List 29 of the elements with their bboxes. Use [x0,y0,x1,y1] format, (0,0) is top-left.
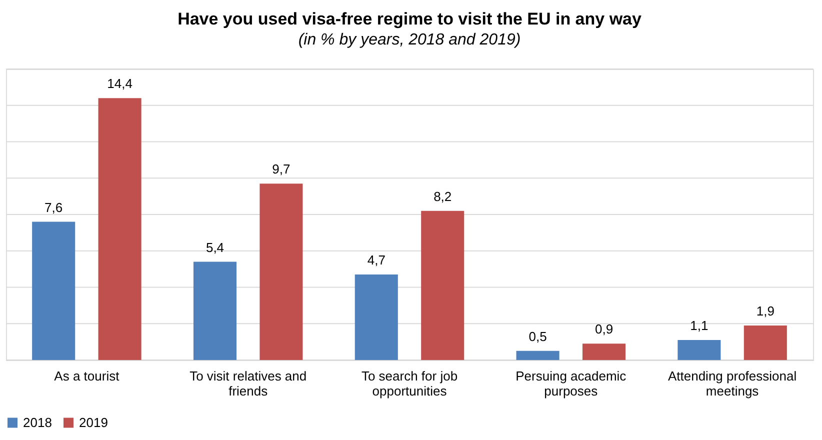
data-label: 14,4 [107,76,132,92]
data-label: 0,5 [528,328,547,344]
bar [354,274,398,360]
chart-title: Have you used visa-free regime to visit the EU in any way [178,10,642,28]
legend-label: 2018 [23,414,52,430]
data-label: 1,1 [690,318,708,333]
chart-subtitle: (in % by years, 2018 and 2019) [298,32,521,48]
x-tick-label: As a tourist [54,368,120,384]
x-tick-label: Persuing academic purposes [516,368,627,398]
data-label: 5,4 [206,240,224,255]
data-label: 7,6 [44,200,63,215]
legend-label: 2019 [79,414,108,430]
bar [193,262,237,360]
bar [32,222,76,360]
data-label: 4,7 [367,252,386,268]
bar [421,210,464,360]
bar [260,184,303,360]
bar [582,344,626,360]
data-label: 8,2 [434,188,452,204]
bar [516,350,560,360]
data-label: 1,9 [756,303,774,318]
data-label: 0,9 [594,322,614,337]
x-tick-label: Attending professional meetings [668,368,797,398]
bar [678,340,721,360]
x-tick-label: To search for job opportunities [361,368,458,398]
bar [98,98,142,360]
x-tick-label: To visit relatives and friends [190,368,307,398]
data-label: 9,7 [272,162,290,177]
bar [744,325,787,360]
